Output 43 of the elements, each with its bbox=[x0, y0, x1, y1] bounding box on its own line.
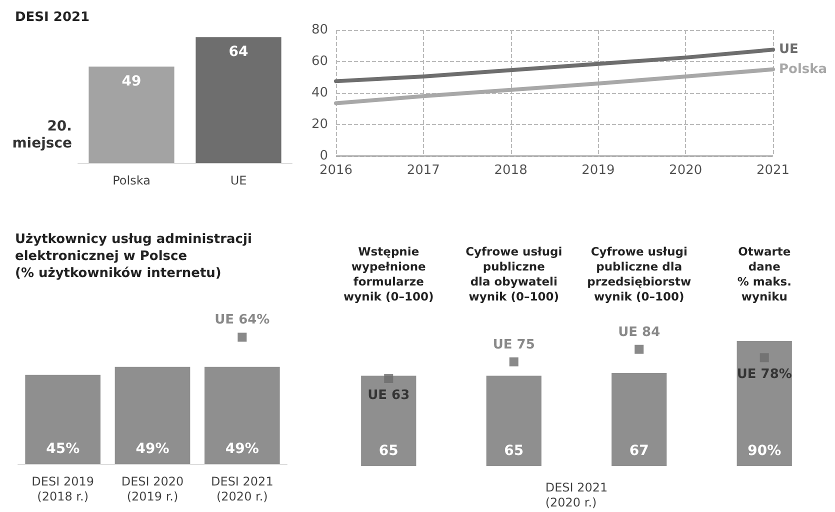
text: 20. miejsce bbox=[12, 118, 72, 152]
x-tick-label: 2019 bbox=[582, 163, 615, 178]
y-tick-label: 80 bbox=[311, 22, 328, 38]
data-label: 49 bbox=[122, 74, 142, 90]
chart-title: Użytkownicy usług administracji elektronicznej w Polsce (% użytkowników internetu) bbox=[15, 232, 252, 281]
x-tick-label: DESI 2019 (2018 r.) bbox=[32, 474, 94, 504]
x-tick-label: 2017 bbox=[406, 163, 440, 178]
x-tick-label: Cyfrowe usługi publiczne dla przedsiębiorstw wynik (0–100) bbox=[587, 244, 692, 304]
x-tick-label: 2021 bbox=[756, 163, 790, 178]
line-series bbox=[334, 67, 775, 106]
data-label: 45% bbox=[46, 441, 80, 457]
series-label: Polska bbox=[779, 62, 828, 77]
point bbox=[384, 374, 394, 383]
data-label: 67 bbox=[629, 443, 649, 459]
x-tick-label: 2016 bbox=[319, 163, 353, 178]
data-label: UE 64% bbox=[214, 312, 270, 328]
point bbox=[760, 353, 769, 362]
y-tick-label: 40 bbox=[311, 86, 328, 100]
x-tick-label: DESI 2020 (2019 r.) bbox=[121, 474, 184, 504]
data-label: 64 bbox=[228, 44, 248, 60]
data-label: UE 78% bbox=[736, 367, 792, 382]
data-label: 90% bbox=[748, 443, 782, 459]
y-tick-label: 60 bbox=[311, 54, 328, 69]
data-label: 65 bbox=[504, 443, 524, 459]
x-tick-label: Cyfrowe usługi publiczne dla obywateli wynik (0–100) bbox=[466, 244, 562, 304]
point bbox=[509, 357, 518, 366]
line-series bbox=[334, 48, 775, 84]
x-tick-label: 2018 bbox=[494, 163, 528, 178]
chart-title: DESI 2021 bbox=[15, 10, 90, 25]
data-label: 49% bbox=[136, 441, 170, 457]
data-label: UE 84 bbox=[618, 324, 660, 340]
y-tick-label: 0 bbox=[320, 148, 328, 164]
x-tick-label: DESI 2021 (2020 r.) bbox=[210, 474, 274, 504]
x-tick-label: Wstępnie wypełnione formularze wynik (0–100) bbox=[344, 244, 434, 304]
data-label: UE 75 bbox=[492, 337, 535, 352]
data-label: 65 bbox=[378, 443, 398, 459]
data-label: UE 63 bbox=[368, 388, 410, 403]
x-tick-label: 2020 bbox=[669, 163, 702, 178]
y-tick-label: 20 bbox=[311, 117, 328, 132]
point bbox=[634, 344, 644, 354]
series-label: UE bbox=[779, 42, 798, 58]
data-label: 49% bbox=[225, 441, 259, 457]
x-tick-label: Otwarte dane % maks. wyniku bbox=[737, 244, 792, 304]
